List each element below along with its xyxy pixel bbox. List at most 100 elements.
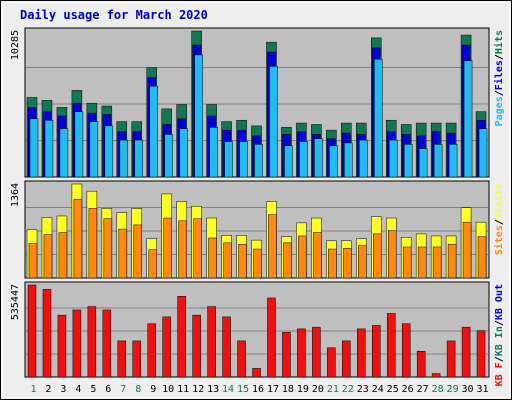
y-max-label: 1364 [10, 183, 21, 207]
bar-pages-day-31 [478, 128, 488, 178]
x-tick-labels: 1 2 3 4 5 6 7 8 9 10 11 12 13 14 15 16 17 18 19 20 21 22 23 24 2… [30, 384, 488, 395]
bar-kb-f-day-22 [342, 340, 351, 378]
bar-sites-day-1 [28, 243, 38, 279]
bar-kb-f-day-6 [102, 309, 112, 378]
bar-pages-day-5 [89, 121, 99, 178]
x-tick-day-8: 8 [135, 384, 141, 395]
y-max-label: 535447 [10, 284, 21, 320]
bar-kb-f-day-25 [386, 313, 396, 378]
bar-pages-day-11 [179, 128, 188, 178]
chart-frame-inner [2, 2, 510, 398]
bar-sites-day-3 [58, 232, 68, 279]
x-tick-day-26: 26 [402, 384, 414, 395]
bar-pages-day-17 [269, 66, 278, 178]
bar-sites-day-7 [118, 228, 128, 279]
x-tick-day-2: 2 [45, 384, 51, 395]
bar-sites-day-9 [148, 249, 157, 279]
bar-pages-day-25 [388, 139, 398, 178]
legend-entry-kb-f: KB F [494, 362, 505, 386]
bar-kb-f-day-26 [401, 323, 411, 378]
bar-sites-day-22 [343, 248, 352, 279]
bar-sites-day-4 [73, 199, 83, 279]
bar-sites-day-5 [88, 208, 98, 279]
chart-title: Daily usage for March 2020 [20, 8, 208, 22]
x-tick-day-5: 5 [90, 384, 96, 395]
bar-pages-day-30 [463, 60, 473, 178]
bar-pages-day-20 [314, 138, 323, 178]
bar-kb-f-day-4 [72, 309, 82, 378]
x-tick-day-16: 16 [252, 384, 264, 395]
bar-sites-day-25 [387, 230, 397, 279]
bar-sites-day-30 [462, 221, 472, 279]
bar-pages-day-3 [59, 128, 69, 178]
bar-pages-day-14 [224, 141, 233, 178]
bar-pages-day-19 [299, 141, 308, 178]
bar-sites-day-18 [283, 242, 292, 279]
legend-entry-pages: Pages [494, 96, 505, 126]
bar-kb-f-day-10 [162, 316, 171, 378]
x-tick-day-17: 17 [267, 384, 279, 395]
x-tick-day-10: 10 [162, 384, 174, 395]
bar-kb-f-day-13 [207, 306, 216, 378]
bar-sites-day-15 [238, 243, 247, 279]
bar-sites-day-6 [103, 218, 113, 279]
bar-pages-day-22 [344, 142, 353, 178]
x-tick-day-13: 13 [207, 384, 219, 395]
x-tick-day-20: 20 [312, 384, 324, 395]
x-tick-day-30: 30 [462, 384, 474, 395]
bar-kb-f-day-30 [461, 326, 471, 378]
bar-sites-day-19 [298, 235, 307, 279]
bar-sites-day-20 [313, 232, 322, 279]
bar-sites-day-17 [268, 214, 277, 279]
bar-sites-day-12 [193, 218, 202, 279]
legend-separator: / [494, 90, 505, 96]
legend-separator: / [494, 219, 505, 225]
x-tick-day-31: 31 [476, 384, 488, 395]
bar-kb-f-day-1 [27, 284, 37, 378]
bar-pages-day-7 [119, 139, 129, 178]
bar-sites-day-14 [223, 242, 232, 279]
bar-pages-day-23 [359, 139, 368, 178]
legend-panel-2: Sites/Visits [493, 183, 505, 255]
panel-background [24, 281, 490, 378]
bar-kb-f-day-8 [132, 340, 142, 378]
bar-kb-f-day-15 [237, 340, 246, 378]
bar-pages-day-29 [448, 144, 458, 178]
x-tick-day-28: 28 [432, 384, 444, 395]
bar-kb-f-day-24 [372, 325, 381, 378]
bar-kb-f-day-31 [476, 330, 486, 378]
bar-kb-f-day-18 [282, 332, 291, 378]
bar-pages-day-21 [329, 145, 338, 178]
bar-pages-day-27 [418, 148, 428, 178]
bar-sites-day-11 [178, 220, 187, 279]
legend-entry-files: Files [493, 60, 505, 90]
x-tick-day-18: 18 [282, 384, 294, 395]
bar-kb-f-day-20 [312, 326, 321, 378]
bar-sites-day-24 [373, 233, 382, 279]
bar-kb-f-day-27 [416, 350, 426, 378]
y-max-label: 10285 [10, 30, 21, 60]
x-tick-day-15: 15 [237, 384, 249, 395]
bar-kb-f-day-7 [117, 340, 127, 378]
x-tick-day-22: 22 [342, 384, 354, 395]
legend-entry-kb-in: KB In [494, 326, 505, 356]
bar-kb-f-day-19 [297, 328, 306, 378]
bar-pages-day-10 [164, 134, 173, 178]
x-tick-day-27: 27 [417, 384, 429, 395]
bar-pages-day-28 [433, 144, 443, 178]
legend-separator: / [494, 320, 505, 326]
x-tick-day-3: 3 [60, 384, 66, 395]
bar-pages-day-16 [254, 144, 263, 178]
bar-pages-day-24 [374, 58, 383, 178]
x-tick-day-1: 1 [30, 384, 36, 395]
x-tick-day-7: 7 [120, 384, 126, 395]
bar-sites-day-13 [208, 237, 217, 279]
bar-kb-f-day-3 [57, 314, 67, 378]
panel-2: 1364 Sites/Visits [10, 180, 505, 279]
bar-kb-f-day-5 [87, 306, 97, 378]
chart-panels: 10285 Pages/Files/Hits 1364 Sites/Visits 535… [10, 27, 505, 386]
legend-panel-1: Pages/Files/Hits [493, 30, 505, 126]
legend-entry-visits: Visits [493, 183, 505, 219]
bar-sites-day-28 [432, 246, 442, 279]
